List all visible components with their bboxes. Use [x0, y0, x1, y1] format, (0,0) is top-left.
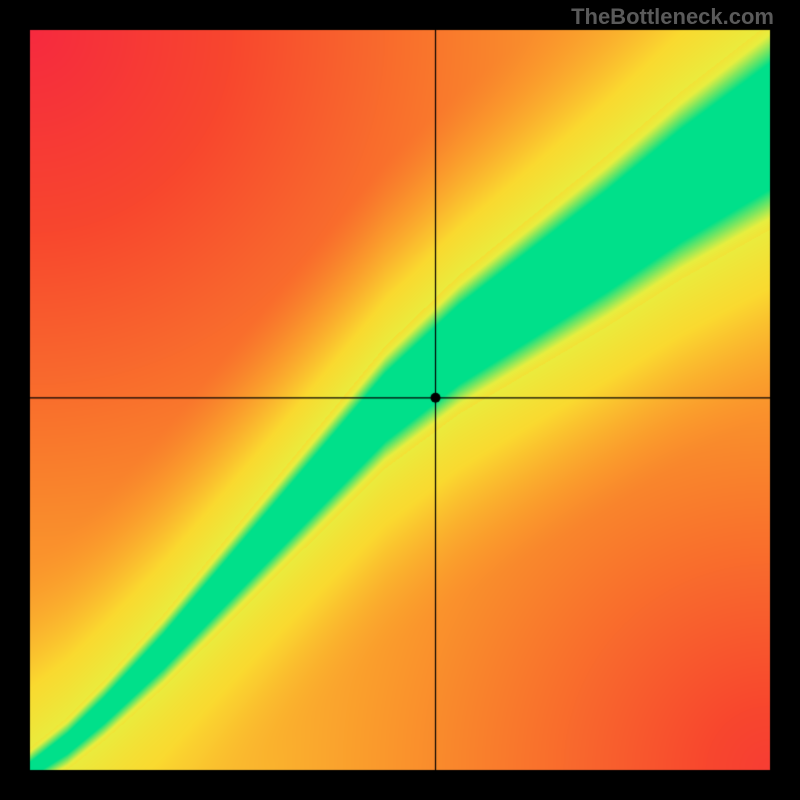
chart-container: { "figure": { "type": "heatmap", "width_…: [0, 0, 800, 800]
heatmap-canvas: [0, 0, 800, 800]
watermark-text: TheBottleneck.com: [571, 4, 774, 30]
